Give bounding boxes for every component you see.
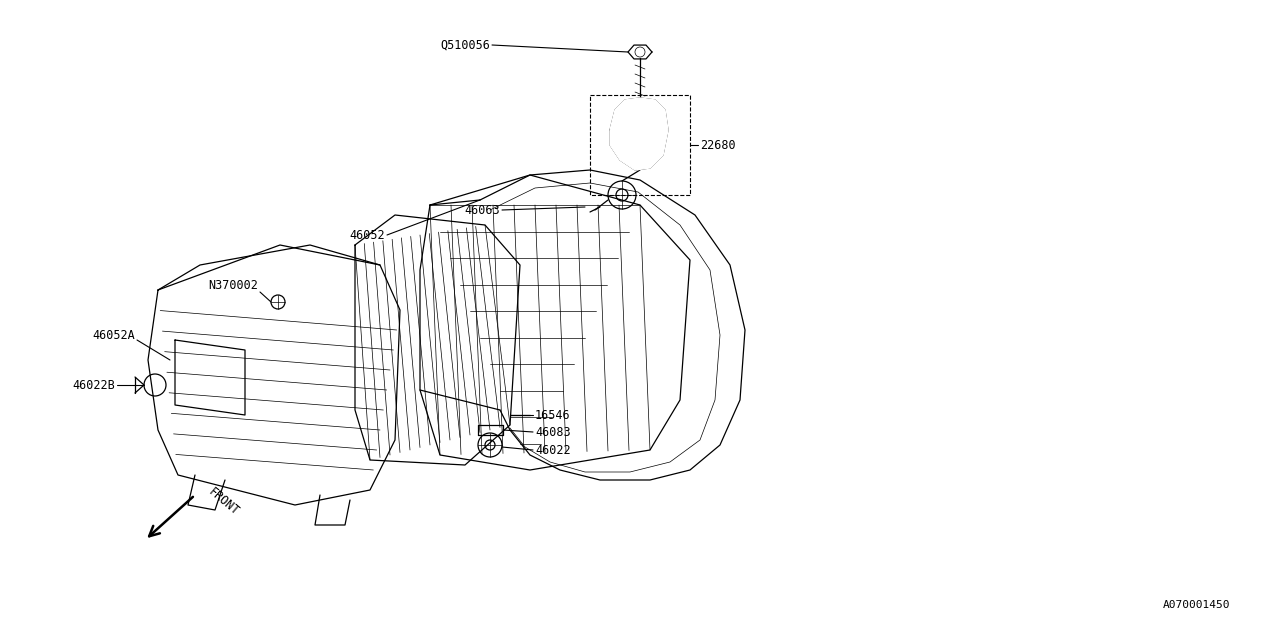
Text: 46052A: 46052A [92,328,134,342]
Text: 46063: 46063 [465,204,500,216]
Text: 46052: 46052 [349,228,385,241]
Text: Q510056: Q510056 [440,38,490,51]
Text: 16546: 16546 [535,408,571,422]
Polygon shape [611,98,668,170]
Text: 46022B: 46022B [72,378,115,392]
Text: A070001450: A070001450 [1162,600,1230,610]
Text: 22680: 22680 [700,138,736,152]
Text: FRONT: FRONT [206,485,242,518]
Text: 46083: 46083 [535,426,571,438]
Text: 46022: 46022 [535,444,571,456]
Text: N370002: N370002 [209,278,259,291]
Bar [590,95,690,195]
